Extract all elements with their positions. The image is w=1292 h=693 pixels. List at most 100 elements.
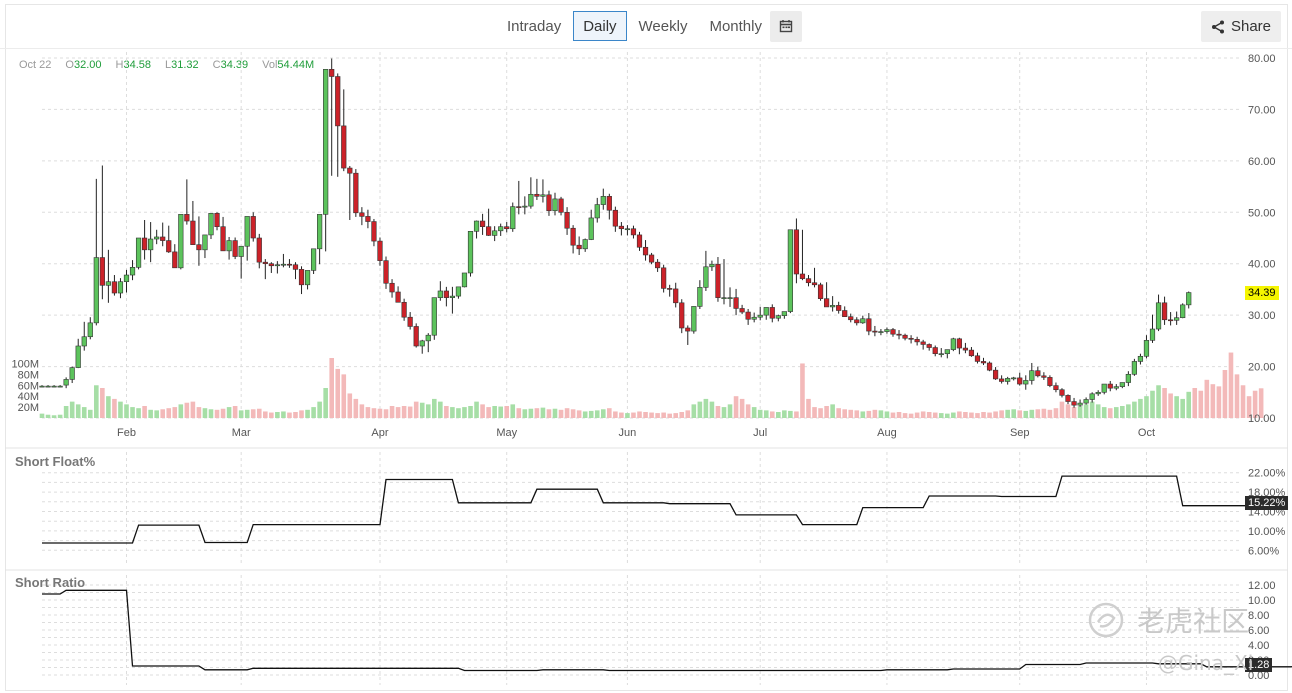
volume-bar — [824, 406, 829, 418]
candle — [902, 333, 908, 341]
share-button[interactable]: Share — [1201, 11, 1281, 42]
candle-body — [914, 339, 920, 343]
ohlc-high: H34.58 — [115, 59, 151, 71]
price-tick-label: 10.00 — [1248, 413, 1276, 425]
volume-bar — [1113, 407, 1119, 418]
volume-bar — [860, 411, 866, 418]
volume-bar — [552, 408, 558, 418]
candle-body — [1065, 395, 1071, 402]
volume-bar — [1252, 390, 1258, 418]
candle — [842, 306, 848, 317]
volume-bar — [1246, 396, 1252, 418]
candle-body — [570, 227, 576, 246]
volume-bar — [1138, 398, 1143, 418]
candle-body — [310, 248, 317, 271]
candle-body — [661, 267, 667, 289]
candle-body — [1155, 302, 1162, 330]
volume-bar — [238, 410, 244, 418]
candle — [443, 286, 449, 307]
candle — [63, 377, 69, 389]
volume-bar — [498, 406, 503, 418]
candle — [655, 259, 661, 272]
candle — [830, 296, 836, 312]
candle-body — [1113, 386, 1119, 389]
volume-bar — [269, 412, 274, 418]
volume-bar — [1065, 404, 1071, 418]
ohlc-open: O32.00 — [65, 59, 102, 71]
candle — [624, 225, 631, 236]
volume-bar — [474, 401, 479, 418]
candle-body — [938, 353, 944, 356]
candle — [154, 229, 160, 245]
candle-body — [1089, 393, 1095, 400]
candle — [570, 225, 576, 254]
candle-body — [51, 385, 57, 388]
month-axis: Feb Mar Apr May Jun Jul Aug Sep Oct — [117, 427, 1155, 439]
candle-body — [884, 329, 890, 332]
volume-bar — [413, 401, 419, 418]
candle — [353, 169, 359, 217]
candle-body — [401, 301, 407, 318]
candle-body — [817, 284, 824, 299]
calendar-button[interactable] — [770, 11, 802, 42]
volume-bar — [739, 398, 745, 418]
candle — [836, 301, 842, 314]
candle — [166, 225, 172, 253]
candle — [1107, 380, 1113, 392]
candle-body — [1077, 402, 1083, 406]
month-tick-label: Feb — [117, 427, 136, 439]
volume-bar — [425, 404, 431, 418]
candle-body — [902, 334, 908, 339]
candle — [739, 304, 745, 315]
candle-body — [413, 326, 419, 347]
candle — [1023, 375, 1029, 390]
candle — [81, 321, 87, 351]
price-tick-label: 70.00 — [1248, 104, 1276, 116]
candle-body — [926, 344, 932, 348]
ohlc-close: C34.39 — [212, 59, 249, 71]
volume-bar — [987, 412, 992, 418]
volume-bar — [504, 406, 510, 418]
tab-monthly[interactable]: Monthly — [709, 18, 762, 35]
share-icon — [1211, 20, 1224, 33]
candle — [721, 259, 727, 305]
candle — [926, 343, 932, 351]
volume-bar — [727, 404, 733, 418]
candle-body — [129, 267, 136, 276]
candle — [238, 245, 244, 279]
volume-bar — [613, 411, 618, 418]
candle — [866, 313, 872, 336]
volume-bar — [353, 398, 359, 418]
candle-body — [407, 316, 413, 327]
candle — [486, 208, 492, 236]
price-tick-label: 40.00 — [1248, 259, 1276, 271]
tab-daily[interactable]: Daily — [573, 11, 627, 41]
volume-bar — [347, 393, 353, 418]
volume-bar — [619, 412, 624, 418]
candle-body — [624, 228, 631, 231]
candle — [1053, 382, 1059, 393]
volume-bar — [142, 406, 147, 418]
candle — [558, 196, 564, 216]
candle-body — [226, 240, 232, 252]
volume-bar — [1210, 384, 1216, 418]
candle-body — [751, 316, 757, 320]
candle — [1149, 314, 1156, 343]
candle — [769, 304, 775, 323]
volume-bar — [359, 404, 365, 418]
calendar-icon — [779, 20, 793, 33]
candle — [1041, 372, 1047, 380]
volume-bar — [1017, 410, 1023, 418]
tab-weekly[interactable]: Weekly — [638, 18, 688, 35]
candle-body — [854, 319, 860, 324]
candle-body — [655, 261, 661, 269]
volume-bar — [733, 396, 739, 418]
candle-body — [395, 291, 401, 303]
volume-bar — [564, 408, 570, 418]
tab-intraday[interactable]: Intraday — [507, 18, 562, 35]
candle — [39, 385, 45, 388]
candle-body — [504, 226, 510, 230]
candle — [938, 348, 944, 358]
candle — [178, 214, 184, 270]
